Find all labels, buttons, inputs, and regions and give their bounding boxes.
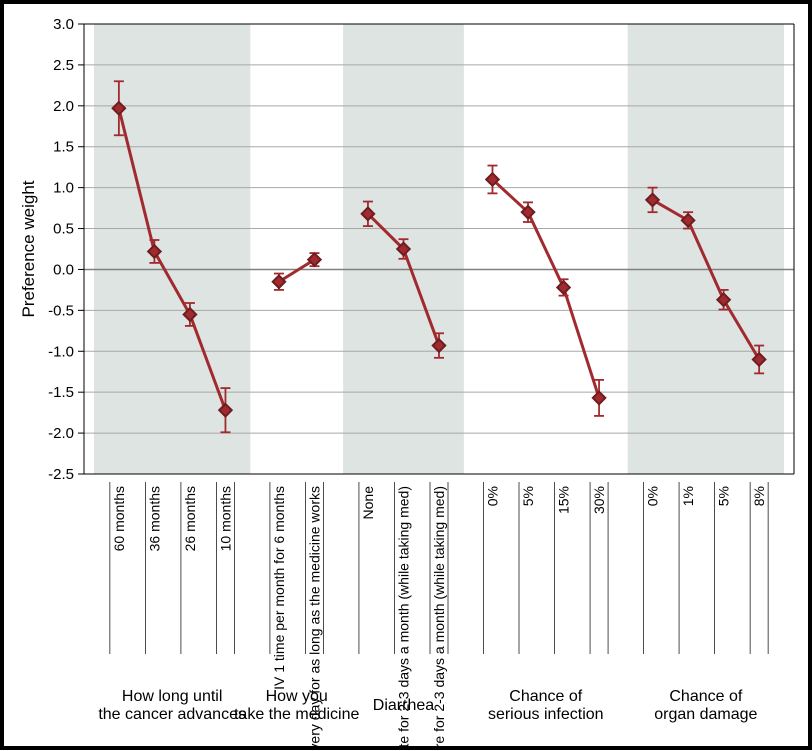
data-point [557, 281, 570, 294]
y-tick-label: -0.5 [48, 302, 74, 319]
group-label: organ damage [654, 706, 757, 723]
preference-weight-chart: -2.5 -2.0 -1.5 -1.0 -0.5 0.0 0.5 1.0 1.5 2.0 2.5 3.… [4, 4, 808, 746]
category-label: 10 months [217, 486, 233, 551]
group-label: Diarrhea [373, 697, 434, 714]
category-label: 8% [751, 486, 767, 506]
y-tick-label: 0.0 [53, 261, 74, 278]
y-tick-label: 2.0 [53, 98, 74, 115]
category-label: 36 months [146, 486, 162, 551]
group-label: the cancer advances [98, 706, 246, 723]
y-tick-label: 2.5 [53, 57, 74, 74]
category-label: None [360, 486, 376, 520]
category-label: 30% [591, 486, 607, 514]
y-tick-label: -1.5 [48, 384, 74, 401]
group-label: How you [266, 688, 328, 705]
group-label: How long until [122, 688, 223, 705]
y-tick-label: -2.0 [48, 425, 74, 442]
y-tick-label: 3.0 [53, 16, 74, 33]
category-label: 5% [716, 486, 732, 506]
category-label: 0% [484, 486, 500, 506]
y-tick-label: -1.0 [48, 343, 74, 360]
data-point [593, 392, 606, 405]
category-label: 5% [520, 486, 536, 506]
group-label: take the medicine [234, 706, 360, 723]
y-tick-label: 0.5 [53, 221, 74, 238]
series-line-g4 [492, 179, 599, 397]
y-tick-label: 1.5 [53, 139, 74, 156]
category-label: 60 months [111, 486, 127, 551]
category-label: 1% [680, 486, 696, 506]
category-label: IV 1 time per month for 6 months [271, 486, 287, 690]
group-label: Chance of [509, 688, 582, 705]
category-label: 0% [645, 486, 661, 506]
group-label: serious infection [488, 706, 604, 723]
y-tick-label: 1.0 [53, 180, 74, 197]
group-label: Chance of [669, 688, 742, 705]
chart-frame: -2.5 -2.0 -1.5 -1.0 -0.5 0.0 0.5 1.0 1.5 2.0 2.5 3.… [0, 0, 812, 750]
series-line-g2 [279, 260, 315, 282]
y-tick-label: -2.5 [48, 466, 74, 483]
category-label: 15% [556, 486, 572, 514]
category-label: 26 months [182, 486, 198, 551]
y-axis-title: Preference weight [19, 180, 38, 317]
